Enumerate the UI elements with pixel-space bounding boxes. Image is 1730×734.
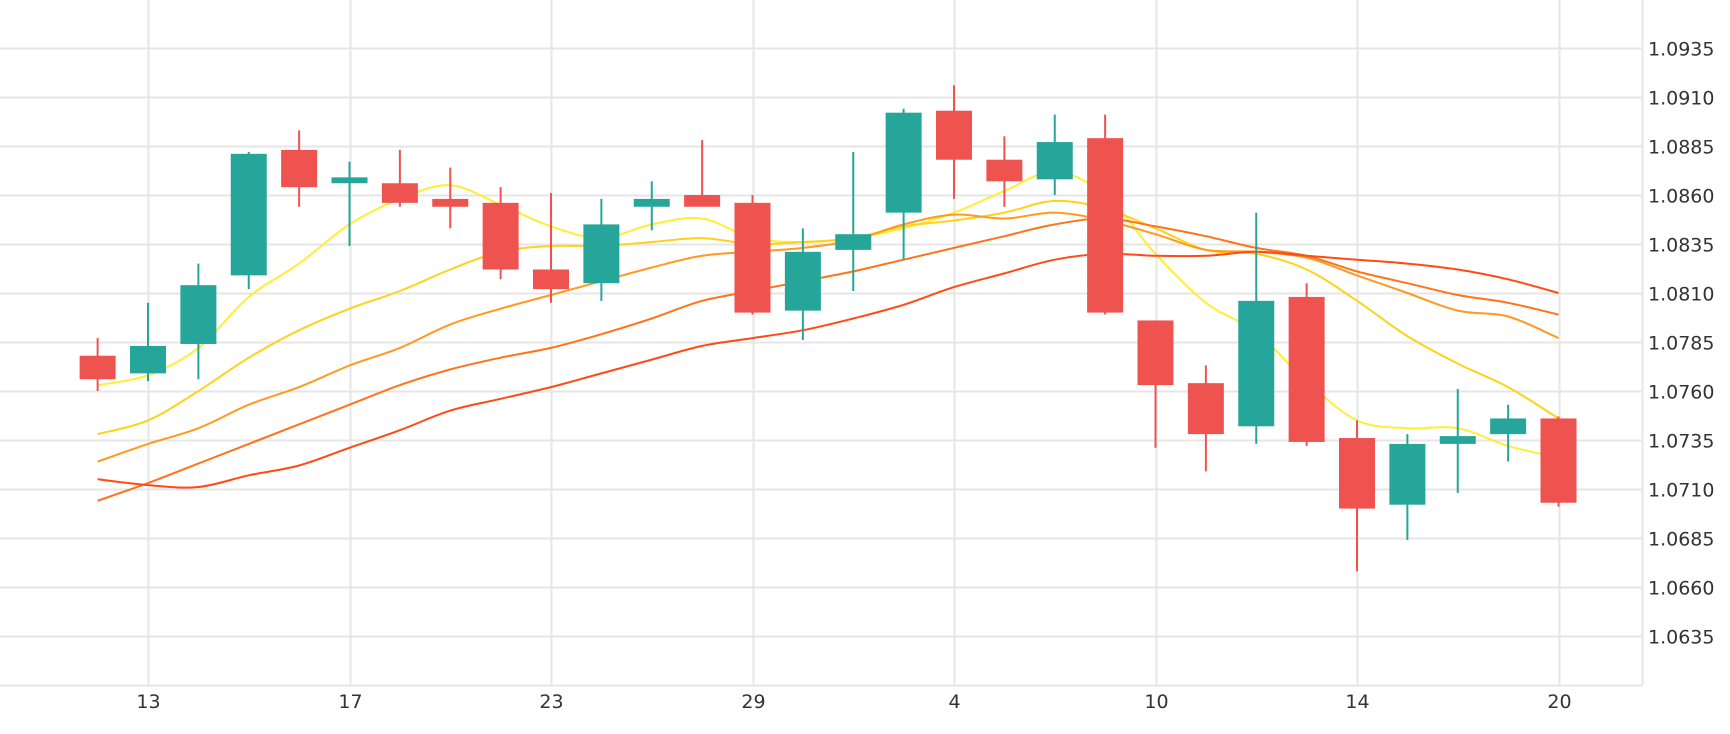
candle-body-down [533, 269, 569, 290]
candle [1339, 420, 1375, 572]
candle [1389, 434, 1426, 540]
candle [1187, 365, 1224, 472]
y-tick-label: 1.0710 [1648, 480, 1714, 502]
candle [130, 302, 166, 382]
candle-body-down [1187, 383, 1224, 435]
x-tick-label: 29 [741, 691, 765, 713]
y-tick-label: 1.0885 [1648, 137, 1714, 159]
candle-body-up [835, 234, 872, 250]
moving-average-lines [97, 170, 1560, 502]
candle [79, 338, 116, 391]
candle [533, 193, 569, 303]
y-tick-label: 1.0735 [1648, 431, 1714, 453]
candle-body-down [432, 198, 469, 207]
candle [986, 136, 1023, 207]
candle [936, 85, 972, 199]
candle [633, 181, 670, 231]
x-tick-label: 14 [1345, 691, 1369, 713]
candle-body-down [1339, 438, 1375, 509]
candle-body-up [1490, 418, 1527, 435]
candle-body-down [936, 110, 972, 160]
candle-body-down [986, 159, 1023, 182]
candle [1036, 114, 1073, 195]
candles [79, 85, 1577, 572]
tick-labels: 1.0635 1.0660 1.0685 1.0710 1.0735 1.0760 1.07… [136, 39, 1714, 714]
moving-average-line-3 [97, 211, 1559, 463]
candle [230, 151, 267, 290]
candle [180, 263, 217, 380]
candle [784, 228, 821, 341]
moving-average-line-1 [97, 170, 1559, 459]
y-tick-label: 1.0760 [1648, 382, 1714, 404]
candle-body-up [1036, 142, 1073, 180]
candle [1490, 404, 1527, 462]
candle-body-up [230, 153, 267, 276]
candle [1238, 212, 1275, 444]
candle [835, 151, 872, 292]
candle [1288, 283, 1325, 446]
y-tick-label: 1.0935 [1648, 39, 1714, 61]
y-tick-label: 1.0660 [1648, 578, 1714, 600]
y-tick-label: 1.0835 [1648, 235, 1714, 257]
y-tick-label: 1.0785 [1648, 333, 1714, 355]
candle [281, 130, 318, 207]
candle-body-down [1540, 418, 1577, 503]
candle-body-up [180, 285, 217, 344]
candle-body-up [1439, 436, 1476, 444]
y-tick-label: 1.0860 [1648, 186, 1714, 208]
x-tick-label: 17 [338, 691, 362, 713]
candle-body-up [784, 251, 821, 311]
x-tick-label: 10 [1144, 691, 1168, 713]
candle [1087, 114, 1124, 315]
candle-body-down [1288, 296, 1325, 442]
candle-body-down [482, 202, 519, 270]
candle-body-down [684, 195, 721, 207]
x-tick-label: 20 [1547, 691, 1571, 713]
candle [432, 167, 469, 229]
candle-body-down [1137, 320, 1174, 386]
candle [331, 161, 368, 246]
x-tick-label: 13 [136, 691, 160, 713]
x-tick-label: 4 [948, 691, 960, 713]
moving-average-line-2 [97, 199, 1560, 436]
grid [0, 0, 1642, 685]
axes [0, 0, 1644, 687]
candle [684, 140, 721, 207]
candle-body-up [331, 177, 368, 184]
y-tick-label: 1.0810 [1648, 284, 1714, 306]
candle [734, 195, 771, 315]
candle-body-up [583, 224, 620, 284]
x-tick-label: 23 [539, 691, 563, 713]
candle-body-up [1389, 443, 1426, 505]
y-tick-label: 1.0635 [1648, 627, 1714, 649]
candle-body-down [1087, 138, 1124, 313]
y-tick-label: 1.0685 [1648, 529, 1714, 551]
candle [482, 187, 519, 280]
candle-body-down [79, 355, 116, 380]
candle [1439, 389, 1476, 493]
candle [885, 108, 922, 260]
candle-body-up [885, 112, 922, 213]
candle-body-up [1238, 300, 1275, 427]
candle-body-up [130, 345, 166, 374]
candle-body-up [633, 198, 670, 207]
candle [583, 198, 620, 301]
candle-body-down [381, 183, 418, 203]
candle [381, 149, 418, 207]
candle-body-down [734, 202, 771, 313]
candle [1137, 320, 1174, 448]
y-tick-label: 1.0910 [1648, 88, 1714, 110]
candle [1540, 416, 1577, 507]
moving-average-line-5 [97, 250, 1559, 489]
candle-body-down [281, 149, 318, 188]
